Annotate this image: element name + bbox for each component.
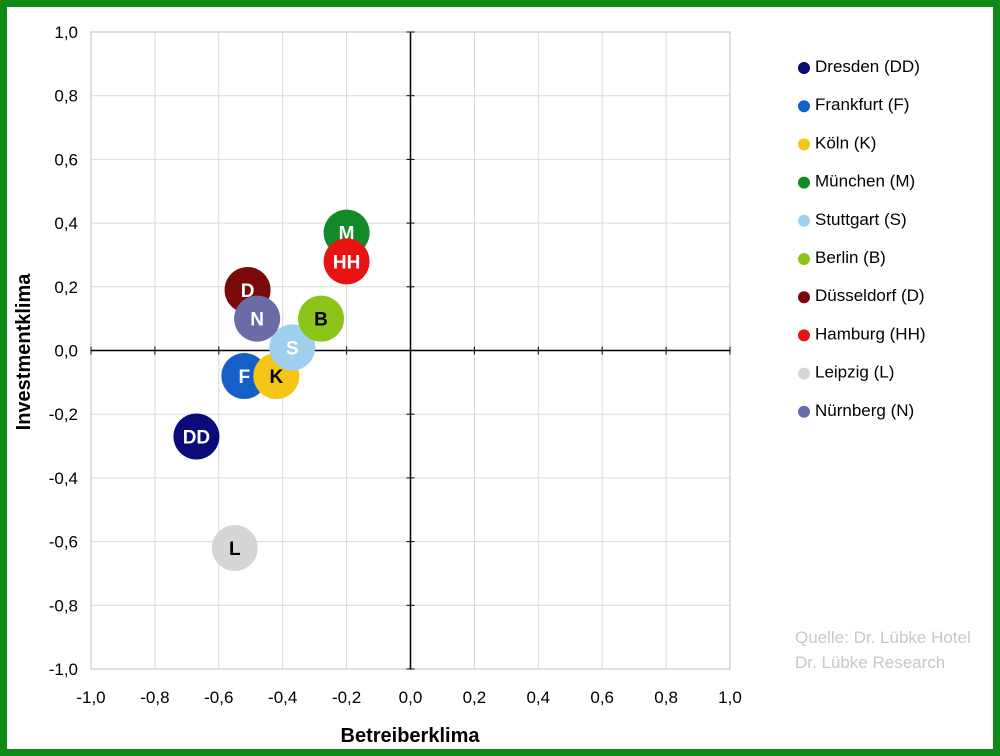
bubble-label-b: B bbox=[314, 310, 328, 331]
y-tick-label: -0,8 bbox=[49, 596, 78, 615]
data-point-l: L bbox=[211, 524, 258, 571]
bubble-label-dd: DD bbox=[183, 427, 210, 448]
x-tick-label: 0,8 bbox=[654, 688, 678, 707]
legend-label: Köln (K) bbox=[815, 133, 876, 152]
y-tick-label: -0,4 bbox=[49, 469, 78, 488]
bubble-label-k: K bbox=[269, 367, 283, 388]
axes bbox=[90, 31, 731, 670]
source-line-2: Dr. Lübke Research bbox=[795, 653, 945, 672]
x-tick-label: -0,4 bbox=[268, 688, 297, 707]
bubble-l bbox=[211, 524, 258, 571]
x-tick-label: 0,4 bbox=[526, 688, 550, 707]
bubble-b bbox=[298, 295, 345, 342]
x-tick-label: 0,6 bbox=[590, 688, 614, 707]
x-tick-label: -0,2 bbox=[332, 688, 361, 707]
y-tick-label: 0,6 bbox=[54, 150, 78, 169]
legend-marker bbox=[798, 253, 810, 265]
y-tick-label: -0,6 bbox=[49, 533, 78, 552]
y-tick-label: 0,2 bbox=[54, 278, 78, 297]
legend-item-m: München (M) bbox=[798, 172, 915, 191]
x-tick-labels: -1,0 -0,8 -0,6 -0,4 -0,2 0,0 0,2 0,4 0,6 0,8 1,0 bbox=[76, 688, 741, 707]
legend-label: Nürnberg (N) bbox=[815, 401, 914, 420]
y-tick-label: 0,0 bbox=[54, 342, 78, 361]
x-tick-label: -0,8 bbox=[140, 688, 169, 707]
bubble-label-l: L bbox=[229, 539, 241, 560]
legend-item-dd: Dresden (DD) bbox=[798, 57, 920, 76]
legend-item-b: Berlin (B) bbox=[798, 248, 886, 267]
legend-marker bbox=[798, 291, 810, 304]
legend: Dresden (DD) Frankfurt (F) Köln (K) München… bbox=[798, 57, 926, 420]
legend-label: Dresden (DD) bbox=[815, 57, 920, 76]
legend-item-k: Köln (K) bbox=[798, 133, 876, 152]
x-tick-label: -1,0 bbox=[76, 688, 105, 707]
legend-item-l: Leipzig (L) bbox=[798, 363, 894, 382]
legend-marker bbox=[798, 367, 810, 380]
bubble-label-n: N bbox=[250, 310, 264, 331]
x-tick-label: 0,0 bbox=[399, 688, 423, 707]
y-tick-label: 0,8 bbox=[54, 87, 78, 106]
data-point-f: F bbox=[221, 352, 268, 399]
legend-marker bbox=[798, 214, 810, 227]
legend-label: Hamburg (HH) bbox=[815, 324, 926, 343]
bubble-label-f: F bbox=[239, 367, 251, 388]
data-point-b: B bbox=[298, 295, 345, 342]
data-point-dd: DD bbox=[173, 413, 220, 460]
bubble-f bbox=[221, 352, 268, 399]
data-point-s: S bbox=[269, 324, 316, 371]
source-line-1: Quelle: Dr. Lübke Hotel bbox=[795, 628, 971, 647]
y-tick-label: 1,0 bbox=[54, 23, 78, 42]
legend-marker bbox=[798, 100, 810, 113]
legend-label: München (M) bbox=[815, 172, 915, 191]
legend-item-d: Düsseldorf (D) bbox=[798, 286, 925, 305]
bubble-label-hh: HH bbox=[333, 252, 360, 273]
legend-label: Leipzig (L) bbox=[815, 363, 894, 382]
legend-item-f: Frankfurt (F) bbox=[798, 95, 909, 114]
data-point-hh: HH bbox=[323, 238, 370, 285]
legend-marker bbox=[798, 176, 810, 189]
legend-marker bbox=[798, 138, 810, 151]
data-point-n: N bbox=[234, 295, 281, 342]
y-tick-label: 0,4 bbox=[54, 214, 78, 233]
bubble-n bbox=[234, 295, 281, 342]
x-tick-label: -0,6 bbox=[204, 688, 233, 707]
legend-item-s: Stuttgart (S) bbox=[798, 210, 907, 229]
legend-label: Frankfurt (F) bbox=[815, 95, 909, 114]
bubble-label-s: S bbox=[286, 338, 299, 359]
legend-label: Düsseldorf (D) bbox=[815, 286, 925, 305]
bubble-hh bbox=[323, 238, 370, 285]
legend-label: Stuttgart (S) bbox=[815, 210, 907, 229]
bubble-dd bbox=[173, 413, 220, 460]
legend-marker bbox=[798, 62, 810, 74]
y-tick-label: -1,0 bbox=[49, 660, 78, 679]
x-tick-label: 0,2 bbox=[463, 688, 487, 707]
x-axis-title: Betreiberklima bbox=[341, 725, 481, 747]
y-tick-label: -0,2 bbox=[49, 405, 78, 424]
legend-item-hh: Hamburg (HH) bbox=[798, 324, 926, 343]
legend-marker bbox=[798, 405, 810, 418]
legend-item-n: Nürnberg (N) bbox=[798, 401, 914, 420]
bubble-s bbox=[269, 324, 316, 371]
x-tick-label: 1,0 bbox=[718, 688, 742, 707]
legend-label: Berlin (B) bbox=[815, 248, 886, 267]
y-tick-labels: 1,0 0,8 0,6 0,4 0,2 0,0 -0,2 -0,4 -0,6 -0,8 -1,0 bbox=[49, 23, 78, 679]
y-axis-title: Investmentklima bbox=[13, 273, 35, 431]
legend-marker bbox=[798, 329, 810, 342]
